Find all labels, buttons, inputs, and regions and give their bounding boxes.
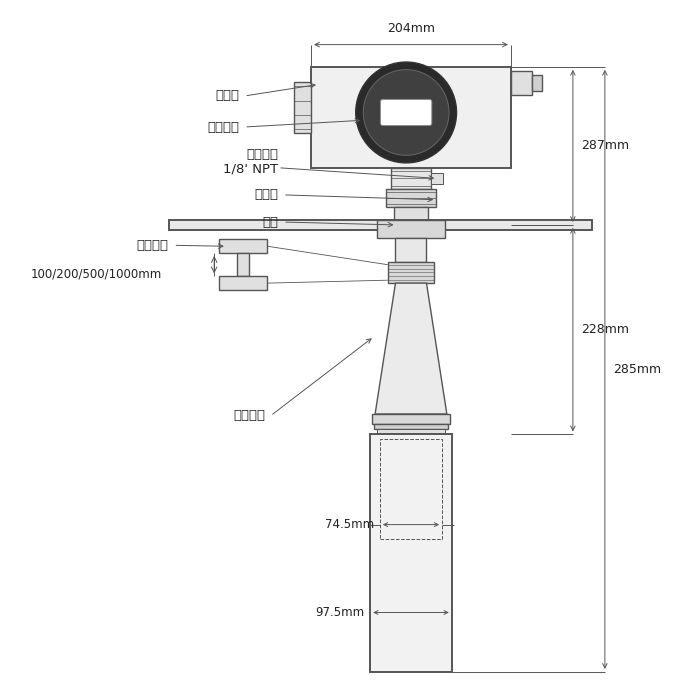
FancyBboxPatch shape — [381, 99, 432, 125]
Bar — [431, 173, 443, 184]
Bar — [390, 168, 431, 189]
Ellipse shape — [356, 62, 457, 163]
Bar — [377, 430, 445, 434]
Polygon shape — [375, 283, 447, 414]
Ellipse shape — [363, 69, 449, 155]
Text: 瞄准器: 瞄准器 — [254, 188, 278, 202]
Bar — [380, 439, 442, 539]
Bar — [395, 237, 426, 262]
Bar — [372, 414, 450, 424]
Bar — [377, 220, 445, 237]
Bar — [370, 434, 452, 672]
Text: 74.5mm: 74.5mm — [325, 518, 374, 531]
Text: 显示窗口: 显示窗口 — [208, 120, 239, 134]
Text: 吹扫入口
1/8' NPT: 吹扫入口 1/8' NPT — [223, 148, 278, 176]
Bar — [311, 67, 511, 168]
Text: 喇叭天线: 喇叭天线 — [234, 410, 266, 422]
Text: 97.5mm: 97.5mm — [316, 606, 365, 619]
Bar — [219, 276, 268, 290]
Bar — [511, 71, 532, 95]
Text: 204mm: 204mm — [387, 22, 435, 35]
Text: 法兰: 法兰 — [262, 216, 278, 228]
Text: 100/200/500/1000mm: 100/200/500/1000mm — [30, 268, 162, 281]
Bar — [394, 206, 428, 220]
Text: 228mm: 228mm — [581, 323, 628, 336]
Bar — [293, 83, 311, 133]
Text: 外壳盖: 外壳盖 — [215, 90, 239, 102]
Bar — [532, 75, 542, 91]
Text: 287mm: 287mm — [581, 139, 629, 153]
Bar — [237, 253, 249, 276]
Bar — [385, 189, 436, 206]
Bar — [388, 262, 435, 283]
Text: 285mm: 285mm — [612, 363, 661, 376]
Bar — [219, 239, 268, 253]
Bar — [374, 424, 448, 430]
Text: 可延长段: 可延长段 — [136, 239, 169, 252]
Bar — [169, 220, 592, 230]
